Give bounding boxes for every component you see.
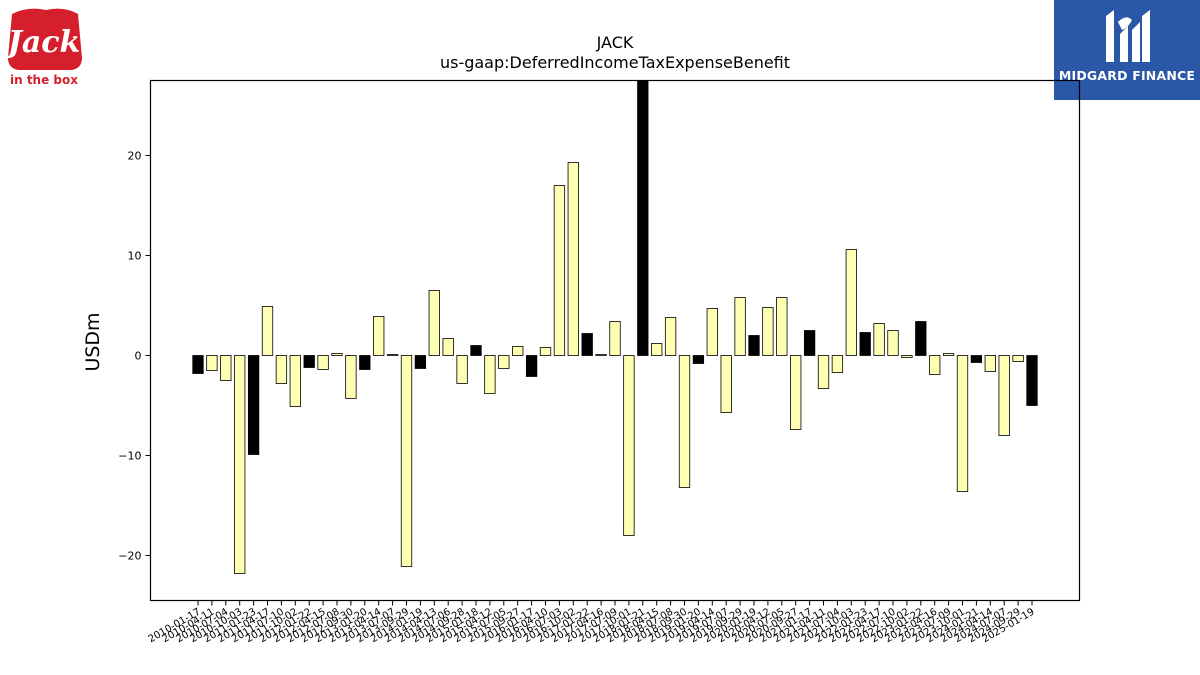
bar — [498, 355, 510, 369]
bar — [901, 355, 913, 358]
chart-subtitle: us-gaap:DeferredIncomeTaxExpenseBenefit — [440, 53, 790, 72]
bar — [678, 355, 691, 488]
bar — [261, 306, 274, 356]
bar — [442, 338, 454, 356]
bar — [734, 297, 746, 356]
bar — [331, 353, 343, 356]
bar — [817, 355, 830, 389]
bar — [303, 355, 315, 368]
bar — [400, 355, 413, 567]
bar — [359, 355, 371, 370]
logo-wordmark: Jack — [6, 25, 80, 60]
bar — [525, 355, 538, 377]
y-tick-label: −20 — [118, 550, 141, 563]
bar — [720, 355, 732, 413]
bar — [873, 323, 885, 356]
midgard-mark-icon — [1106, 10, 1150, 62]
bar — [220, 355, 232, 381]
bar — [859, 332, 871, 356]
bar — [512, 346, 524, 356]
bar — [567, 162, 579, 356]
bar — [414, 355, 427, 369]
bar — [595, 354, 607, 356]
bar — [247, 355, 260, 455]
bar — [762, 307, 774, 356]
bar — [373, 316, 385, 356]
bar — [998, 355, 1010, 436]
bar — [692, 355, 705, 364]
bar — [345, 355, 357, 399]
bar — [790, 355, 802, 430]
y-axis-label: USDm — [82, 312, 104, 371]
bar — [275, 355, 288, 384]
bar — [456, 355, 468, 384]
bar — [803, 330, 816, 356]
logo-badge-shape — [8, 8, 82, 71]
bar — [776, 297, 788, 356]
bar — [748, 335, 760, 356]
y-tick-label: 10 — [128, 250, 142, 263]
bar — [984, 355, 996, 372]
bar — [289, 355, 301, 407]
bar — [484, 355, 496, 394]
y-tick-label: 0 — [135, 350, 142, 363]
x-axis: 2010-01-172010-04-112010-07-042010-10-03… — [147, 600, 1037, 645]
bar — [651, 343, 663, 356]
bar — [553, 185, 566, 356]
bar — [470, 345, 482, 356]
bar — [915, 321, 927, 356]
bar — [206, 355, 218, 371]
logo-tagline: in the box — [10, 73, 78, 87]
midgard-brand-name: MIDGARD FINANCE — [1058, 68, 1196, 83]
bar — [831, 355, 844, 373]
bar — [581, 333, 593, 356]
jack-in-the-box-logo: Jack in the box — [6, 8, 82, 87]
bar-series — [192, 80, 1038, 574]
bar — [956, 355, 969, 492]
plot-frame — [149, 79, 1081, 602]
chart-title: JACK — [596, 33, 634, 52]
y-tick-label: −10 — [118, 450, 141, 463]
bar — [539, 347, 552, 356]
bar — [637, 80, 649, 356]
bar — [317, 355, 329, 370]
bar — [234, 355, 246, 574]
bar — [929, 355, 941, 375]
bar — [192, 355, 204, 374]
bar — [386, 354, 399, 356]
y-axis: −20 −10 0 10 20 — [118, 150, 151, 563]
bar — [887, 330, 899, 356]
bar — [845, 249, 857, 356]
bar — [1026, 355, 1038, 406]
bar — [1012, 355, 1024, 362]
bar — [942, 353, 955, 356]
bar — [623, 355, 635, 536]
midgard-finance-logo: MIDGARD FINANCE — [1054, 0, 1200, 100]
bar — [970, 355, 983, 363]
bar — [706, 308, 718, 356]
bar — [428, 290, 440, 356]
bar — [609, 321, 621, 356]
bar — [664, 317, 677, 356]
y-tick-label: 20 — [128, 150, 142, 163]
